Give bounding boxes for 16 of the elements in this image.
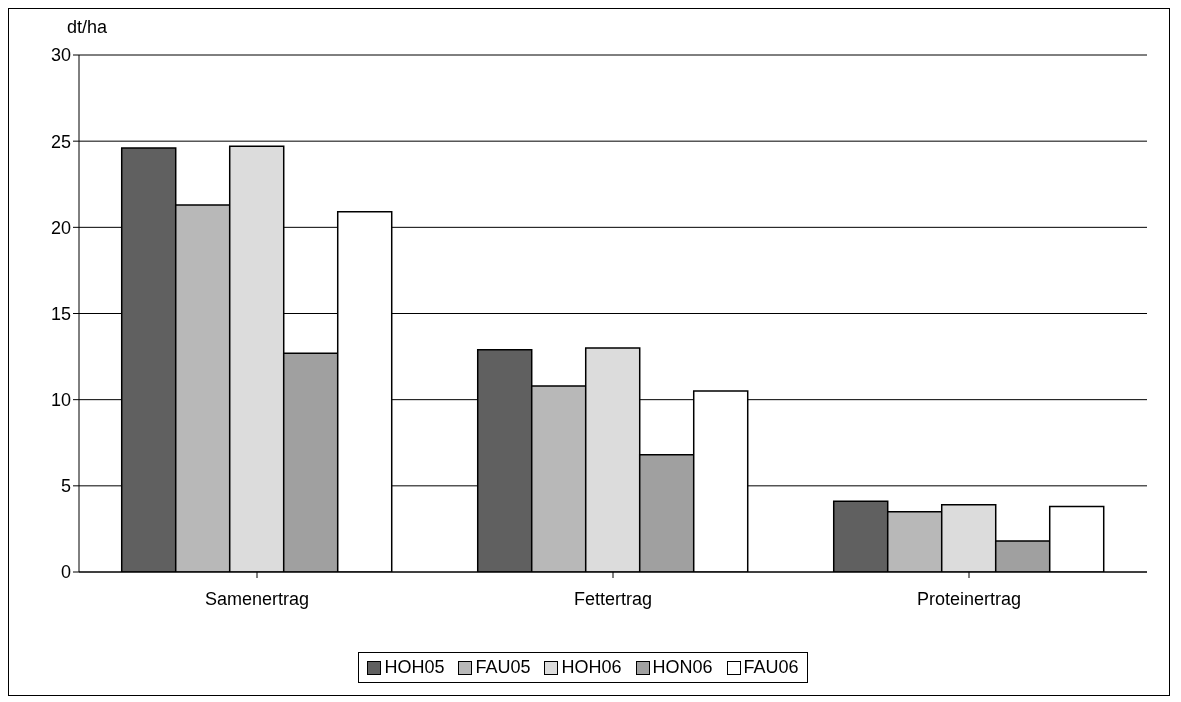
legend-label: HOH06: [561, 657, 622, 678]
legend-label: HOH05: [384, 657, 445, 678]
y-tick-label: 30: [50, 45, 71, 66]
x-tick-label: Samenertrag: [204, 588, 310, 609]
y-axis-title: dt/ha: [67, 17, 108, 38]
legend-label: HON06: [652, 657, 713, 678]
y-tick-label: 20: [50, 217, 71, 238]
y-tick-label: 0: [60, 562, 71, 583]
legend-label: FAU06: [743, 657, 799, 678]
x-tick-label: Proteinertrag: [916, 588, 1022, 609]
legend-label: FAU05: [475, 657, 531, 678]
y-tick-label: 25: [50, 131, 71, 152]
y-tick-label: 10: [50, 390, 71, 411]
x-tick-label: Fettertrag: [573, 588, 653, 609]
y-tick-label: 5: [60, 476, 71, 497]
y-tick-label: 15: [50, 303, 71, 324]
